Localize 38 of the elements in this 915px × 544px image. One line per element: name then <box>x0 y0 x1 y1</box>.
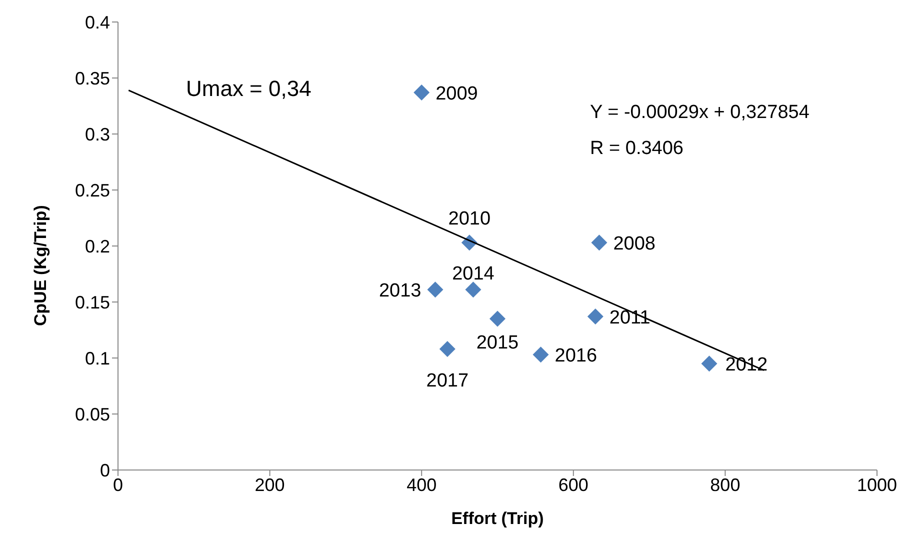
point <box>414 84 430 101</box>
annotation: 2008 <box>613 233 656 254</box>
annotation: 2010 <box>448 208 491 230</box>
y-tick-label: 0 <box>100 460 110 480</box>
point <box>490 310 506 327</box>
y-tick-label: 0.4 <box>84 12 110 32</box>
x-tick-label: 200 <box>254 474 285 495</box>
point <box>439 341 456 358</box>
y-tick-label: 0.25 <box>74 180 110 200</box>
annotation: 2017 <box>426 370 469 392</box>
x-axis-title: Effort (Trip) <box>451 509 544 528</box>
y-tick-label: 0.05 <box>74 404 110 424</box>
y-tick-label: 0.15 <box>74 292 110 312</box>
x-tick-label: 400 <box>406 474 437 495</box>
annotation: R = 0.3406 <box>590 138 684 159</box>
annotation: 2016 <box>554 345 598 366</box>
annotation: 2009 <box>436 83 478 104</box>
y-tick-label: 0.2 <box>84 236 110 256</box>
x-tick-label: 600 <box>558 474 588 495</box>
annotation: 2015 <box>476 332 519 354</box>
annotation: Y = -0.00029x + 0,327854 <box>590 102 810 123</box>
x-tick-label: 0 <box>112 474 124 495</box>
x-tick-label: 1000 <box>856 474 898 495</box>
annotation: 2014 <box>452 264 495 285</box>
annotation: 2011 <box>609 307 650 328</box>
y-tick-label: 0.3 <box>84 124 110 144</box>
y-tick-label: 0.35 <box>74 68 110 88</box>
point <box>701 356 718 372</box>
point <box>532 346 549 363</box>
annotation: 2013 <box>378 280 422 302</box>
x-tick-label: 800 <box>710 474 740 495</box>
point <box>427 282 444 298</box>
y-tick-label: 0.1 <box>84 348 110 368</box>
point <box>465 282 482 298</box>
point <box>591 234 608 251</box>
annotation: Umax = 0,34 <box>186 76 312 101</box>
y-axis-title: CpUE (Kg/Trip) <box>31 205 50 326</box>
point <box>587 308 604 325</box>
